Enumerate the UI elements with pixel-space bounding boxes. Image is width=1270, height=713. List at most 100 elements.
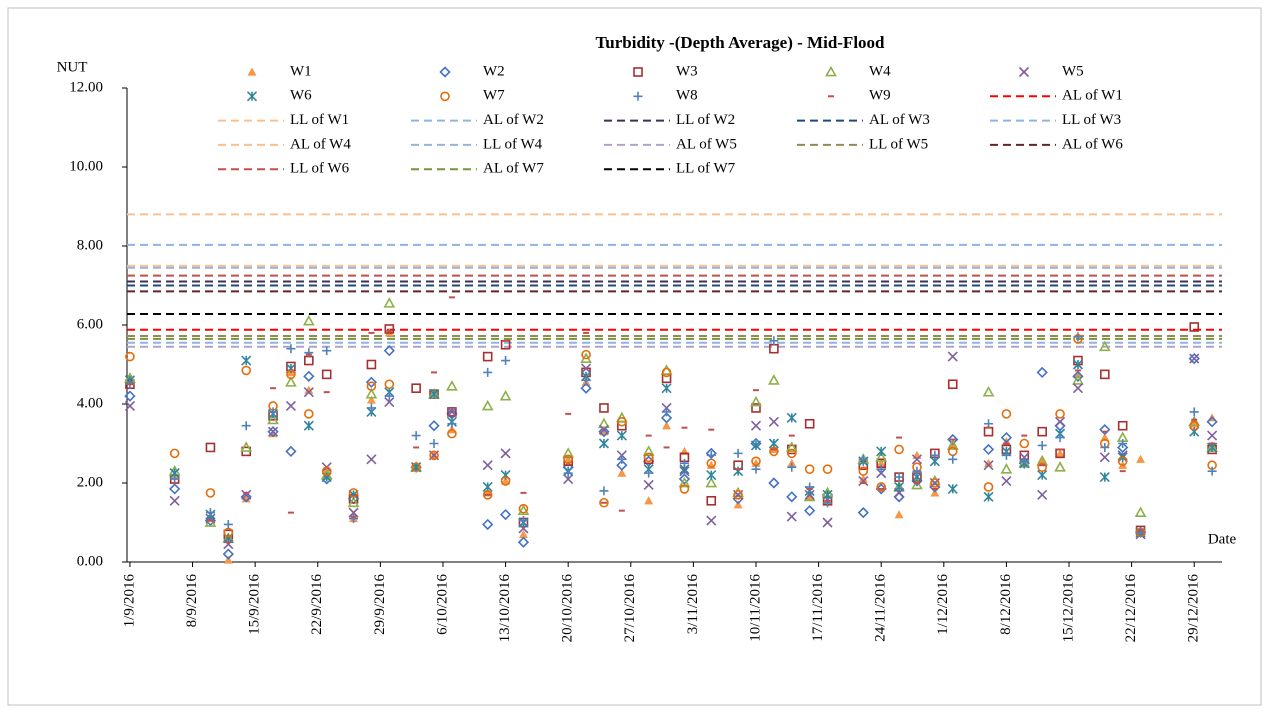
data-point [822,489,833,500]
data-point [1001,409,1012,419]
y-tick-label: 12.00 [69,79,103,95]
data-point [482,460,493,471]
data-point [286,369,296,380]
data-point [750,420,762,431]
data-point [705,476,718,488]
data-point [267,413,279,425]
data-point [660,364,673,375]
data-point [304,409,314,419]
data-point [447,419,457,429]
data-point [678,473,691,485]
data-point [598,438,610,449]
data-point [1072,374,1084,385]
data-point [1099,369,1110,380]
data-point [804,505,816,517]
data-point [304,348,314,358]
data-point [1019,456,1029,466]
data-point [750,395,762,407]
data-point [661,383,672,394]
data-point [1099,424,1111,436]
data-point [1037,440,1047,450]
legend-label: W8 [676,88,698,104]
data-point [858,475,869,487]
y-tick-label: 10.00 [69,158,103,174]
data-point [1055,416,1066,427]
data-point [1073,332,1083,342]
data-point [205,488,216,498]
data-point [348,489,359,500]
data-point [518,529,528,538]
data-point [580,363,592,374]
data-point [241,489,252,500]
legend-marker [633,91,643,101]
data-point [617,416,627,427]
data-point [366,395,376,404]
data-point [241,494,251,503]
data-point [517,536,530,548]
data-point [240,491,252,503]
data-point [304,385,314,394]
data-point [241,365,252,376]
data-point [1055,448,1065,457]
x-axis-label: Date [1208,531,1237,547]
data-point [858,454,868,464]
data-point [1188,415,1201,427]
data-point [169,483,181,495]
data-point [857,506,869,519]
data-point [1036,366,1048,379]
data-point [786,511,797,522]
data-point [876,458,886,467]
data-point [581,349,591,360]
data-point [169,495,180,506]
data-point [615,411,628,423]
data-point [366,403,376,413]
legend-label: AL of W5 [676,136,737,152]
data-point [481,399,494,411]
data-point [302,314,315,326]
data-point [518,503,529,514]
data-point [751,403,761,413]
data-point [875,483,887,495]
chart-border [7,7,1262,706]
data-point [786,448,797,459]
data-point [662,407,672,417]
legend-label: LL of W5 [869,136,928,152]
data-point [984,458,994,467]
legend-label: LL of W6 [290,161,350,177]
data-point [598,426,610,438]
data-point [947,433,959,446]
data-point [580,382,592,394]
data-point [930,478,940,488]
data-point [706,515,717,526]
data-point [501,476,511,485]
legend-label: W3 [676,63,698,79]
data-point [947,483,958,494]
data-point [267,426,279,437]
data-point [365,376,378,388]
data-point [894,444,904,455]
data-point [617,454,627,464]
data-point [617,468,627,477]
data-point [1189,407,1199,417]
data-point [1189,322,1200,332]
data-point [804,464,815,474]
data-point [706,495,717,506]
data-point [429,450,439,461]
data-point [563,473,574,485]
data-point [1117,456,1128,467]
data-point [805,492,815,501]
data-point [124,390,136,402]
data-point [1037,489,1048,500]
legend-label: AL of W4 [290,136,351,152]
data-point [769,446,779,457]
data-point [982,386,995,397]
data-point [500,448,511,459]
data-point [947,351,958,362]
x-tick-label: 1/12/2016 [935,574,951,635]
data-point [876,464,886,474]
data-point [1117,420,1128,431]
data-point [679,458,689,468]
data-point [786,491,798,503]
data-point [482,518,494,531]
data-point [1134,506,1147,518]
